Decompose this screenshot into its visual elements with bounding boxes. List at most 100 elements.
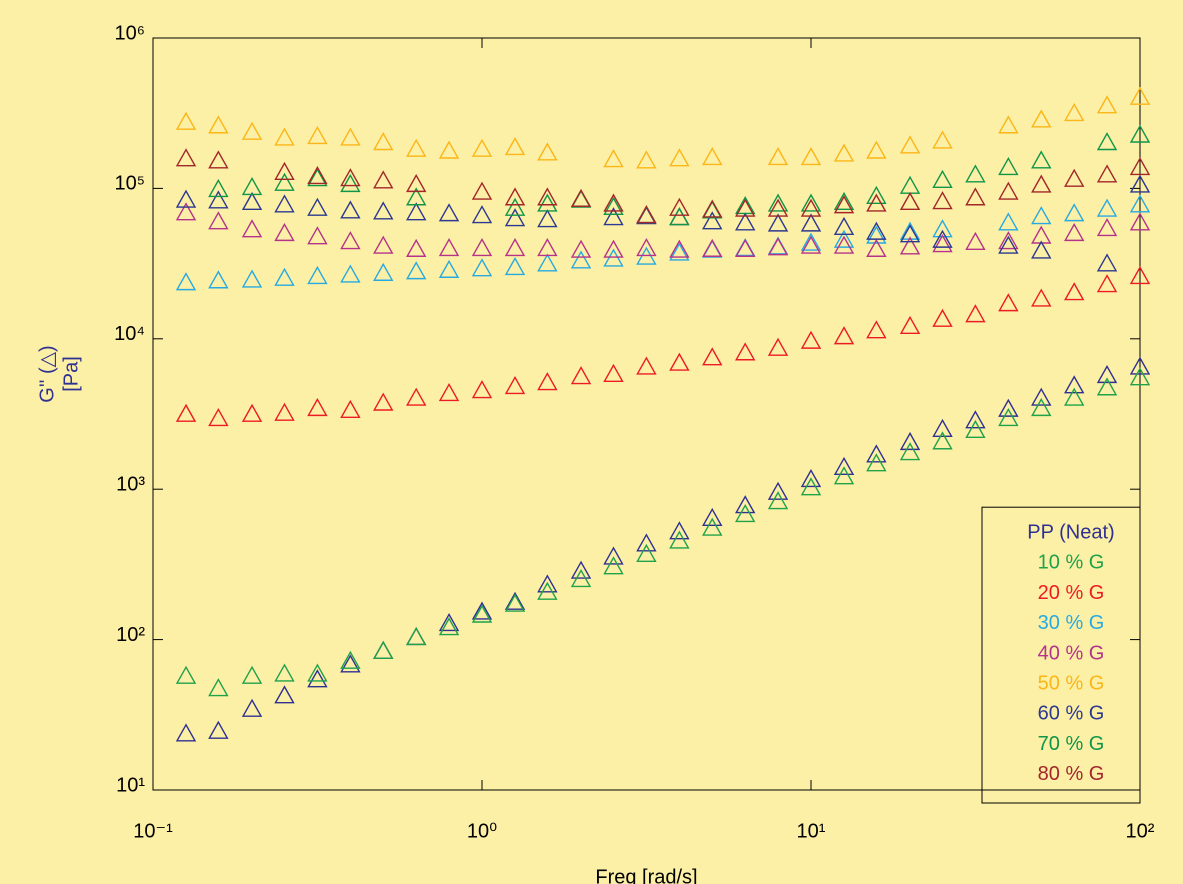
data-point [767, 337, 789, 356]
data-point [735, 342, 756, 361]
data-point [899, 224, 921, 243]
data-point [241, 177, 263, 196]
y-axis-label: G'' (△) [36, 345, 58, 402]
data-point [800, 193, 822, 212]
data-point [669, 148, 690, 167]
data-point [438, 613, 460, 632]
data-point [208, 190, 229, 209]
data-point [866, 185, 887, 204]
data-point [438, 203, 460, 222]
data-point [406, 626, 427, 646]
data-point [208, 178, 229, 198]
data-point [307, 663, 328, 682]
data-point [735, 238, 756, 257]
data-point [603, 556, 624, 575]
data-point [603, 193, 624, 212]
data-point [932, 229, 953, 248]
data-point [373, 132, 394, 151]
data-point [833, 195, 855, 214]
data-point [307, 397, 328, 417]
data-point [406, 387, 427, 406]
data-point [1129, 124, 1151, 143]
data-point [175, 403, 197, 422]
data-point [1064, 168, 1085, 187]
data-point [570, 560, 592, 579]
data-point [603, 363, 624, 382]
data-point [1096, 377, 1118, 396]
data-point [274, 127, 295, 146]
y-axis-label: [Pa] [60, 356, 82, 392]
data-point [208, 720, 229, 739]
data-point [998, 235, 1019, 254]
data-point [537, 574, 558, 593]
data-point [866, 238, 887, 257]
y-tick-label: 10² [116, 624, 145, 646]
data-point [471, 380, 493, 399]
data-point [537, 187, 558, 206]
data-point [570, 366, 592, 385]
data-point [438, 382, 460, 402]
data-point [471, 205, 493, 224]
data-point [1129, 174, 1151, 193]
data-point [702, 347, 723, 366]
data-point [274, 161, 295, 180]
data-point [208, 678, 229, 697]
data-point [1031, 206, 1052, 225]
data-point [866, 453, 887, 472]
data-point [636, 238, 657, 257]
data-point [406, 138, 427, 157]
data-point [998, 398, 1019, 417]
data-point [241, 698, 263, 717]
data-point [274, 685, 295, 704]
data-point [800, 213, 822, 232]
data-point [175, 665, 197, 684]
y-tick-label: 10⁵ [114, 173, 145, 195]
data-point [1031, 109, 1052, 128]
data-point [932, 418, 953, 438]
data-point [998, 181, 1019, 200]
data-point [241, 219, 263, 238]
data-point [767, 236, 789, 255]
data-point [767, 213, 789, 232]
data-point [241, 121, 263, 140]
data-point [702, 507, 723, 527]
data-point [537, 253, 558, 272]
x-tick-label: 10⁰ [467, 820, 497, 842]
data-point [1064, 282, 1085, 301]
data-point [998, 115, 1019, 134]
data-point [636, 533, 657, 552]
data-point [800, 235, 822, 254]
data-point [899, 135, 921, 154]
data-point [175, 202, 197, 221]
data-point [537, 581, 558, 600]
data-point [537, 372, 558, 391]
y-tick-label: 10³ [116, 473, 145, 495]
data-point [702, 517, 723, 536]
data-point [1064, 387, 1085, 406]
data-point [833, 326, 855, 345]
legend-entry: PP (Neat) [1027, 521, 1114, 543]
data-point [1096, 164, 1118, 183]
data-point [406, 261, 427, 280]
data-point [1129, 265, 1151, 285]
data-point [1096, 274, 1118, 293]
data-point [767, 481, 789, 500]
data-point [471, 181, 493, 200]
data-point [636, 356, 657, 375]
x-tick-label: 10⁻¹ [133, 820, 173, 842]
data-point [471, 238, 493, 257]
legend-entry: 60 % G [1038, 703, 1105, 725]
data-point [504, 593, 526, 612]
data-point [307, 226, 328, 245]
data-point [899, 191, 921, 211]
data-point [1129, 367, 1151, 386]
data-point [636, 206, 657, 225]
data-point [208, 150, 229, 169]
data-point [833, 191, 855, 211]
data-point [833, 216, 855, 235]
data-point [373, 640, 394, 659]
data-point [965, 164, 986, 183]
data-point [307, 669, 328, 688]
data-point [998, 293, 1019, 312]
